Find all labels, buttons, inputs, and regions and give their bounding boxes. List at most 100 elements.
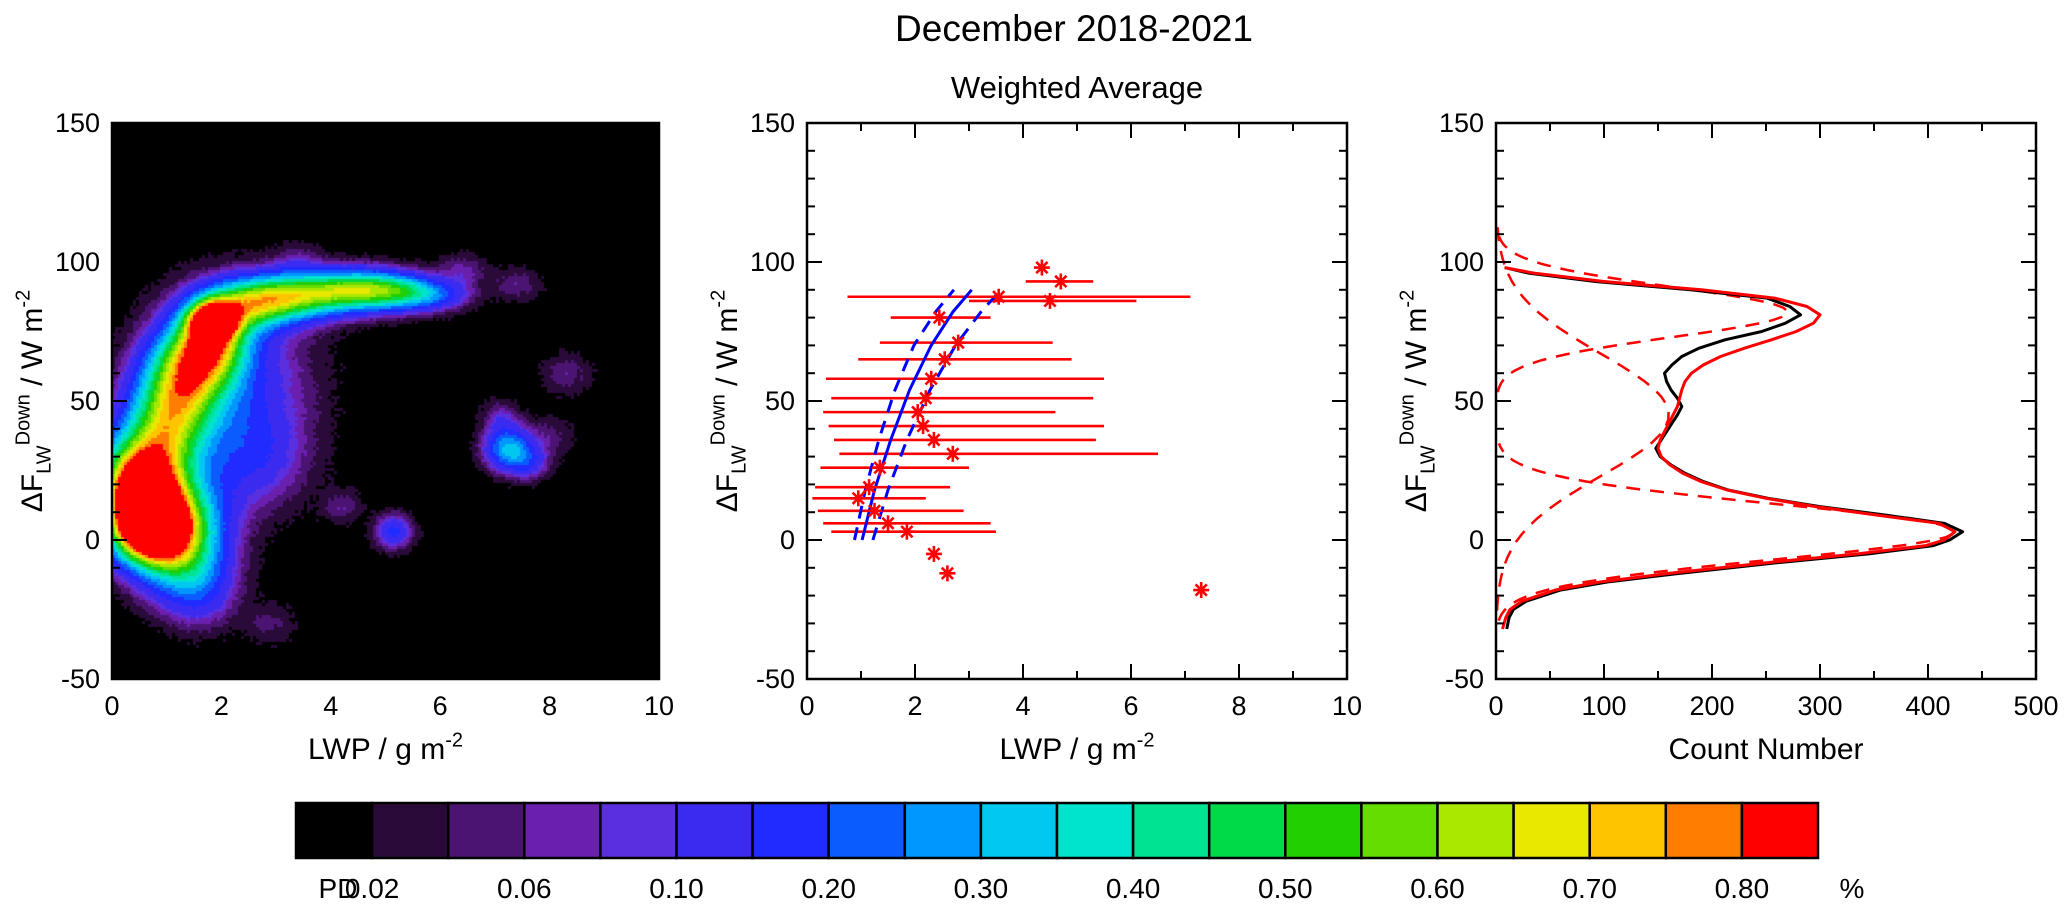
weighted-average-x-tick-label: 10 <box>1332 691 1362 721</box>
colorbar-cell <box>903 801 983 860</box>
colorbar-tick-label: 0.30 <box>954 873 1009 904</box>
asterisk-marker <box>880 515 896 532</box>
colorbar-cell <box>370 801 450 860</box>
asterisk-marker <box>939 565 956 582</box>
asterisk-marker <box>909 404 926 421</box>
colorbar: PD0.02 0.06 0.10 0.20 0.30 0.40 0.50 0.60 0.70 0.… <box>294 801 1865 904</box>
colorbar-tick-label: 0.80 <box>1715 873 1770 904</box>
fit-upper-bound-curve <box>871 294 998 541</box>
colorbar-cell <box>1055 801 1135 860</box>
colorbar-cell <box>1436 801 1515 860</box>
density-x-tick-label: 2 <box>214 691 229 721</box>
fit-lower-bound-curve <box>853 288 956 541</box>
histogram-y-tick-label: 150 <box>1439 108 1484 138</box>
density-y-tick-label: 0 <box>85 525 100 555</box>
weighted-average-x-tick-label: 2 <box>907 691 922 721</box>
asterisk-marker <box>990 288 1007 305</box>
gaussian-component-1-line <box>1497 442 1956 622</box>
density-y-tick-label: 150 <box>55 108 100 138</box>
colorbar-tick-label: 0.10 <box>649 873 704 904</box>
asterisk-marker <box>861 479 878 496</box>
weighted-average-x-tick-label: 0 <box>799 691 814 721</box>
histogram-x-tick-label: 400 <box>1905 691 1950 721</box>
colorbar-cell <box>1284 801 1363 860</box>
colorbar-tick-label: 0.70 <box>1562 873 1617 904</box>
density-x-tick-label: 10 <box>644 691 674 721</box>
density-x-tick-label: 6 <box>433 691 448 721</box>
weighted-average-x-axis-label: LWP / g m-2 <box>999 729 1154 766</box>
asterisk-marker <box>931 309 948 326</box>
colorbar-pd-label: PD <box>319 873 358 904</box>
colorbar-cell <box>827 801 907 860</box>
histogram-y-tick-label: -50 <box>1445 664 1484 694</box>
colorbar-cell <box>1664 801 1744 860</box>
density-x-tick-label: 8 <box>542 691 557 721</box>
observed-counts-line <box>1504 266 1965 630</box>
gaussian-fit-total-line <box>1501 266 1957 630</box>
histogram-x-axis-label: Count Number <box>1668 733 1863 766</box>
colorbar-cell <box>1360 801 1439 860</box>
colorbar-cell <box>979 801 1059 860</box>
gaussian-component-3-line <box>1496 232 1789 393</box>
colorbar-tick-label: 0.50 <box>1258 873 1313 904</box>
colorbar-cell <box>446 801 526 860</box>
weighted-average-x-tick-label: 4 <box>1015 691 1030 721</box>
asterisk-marker <box>923 370 940 387</box>
weighted-average-panel-title: Weighted Average <box>950 70 1204 105</box>
histogram-y-tick-label: 100 <box>1439 247 1484 277</box>
colorbar-cell <box>1740 801 1820 860</box>
weighted-average-y-axis-label: ΔFLWDown / W m-2 <box>707 290 750 512</box>
asterisk-marker <box>944 445 961 462</box>
asterisk-marker <box>866 502 883 519</box>
asterisk-marker <box>898 523 915 540</box>
colorbar-cell <box>675 801 754 860</box>
weighted-average-y-tick-label: 50 <box>765 386 795 416</box>
asterisk-marker <box>1193 582 1210 599</box>
density-y-tick-label: -50 <box>61 664 100 694</box>
histogram-y-tick-label: 50 <box>1454 386 1484 416</box>
asterisk-marker <box>950 334 967 351</box>
asterisk-marker <box>925 431 942 448</box>
weighted-average-x-tick-label: 6 <box>1123 691 1138 721</box>
colorbar-percent-label: % <box>1840 873 1865 904</box>
fit-solid-curve <box>860 288 973 541</box>
colorbar-cell <box>751 801 830 860</box>
figure-title: December 2018-2021 <box>895 8 1253 49</box>
gaussian-component-2-line <box>1495 220 1670 611</box>
count-histogram-plot <box>1495 220 1965 630</box>
histogram-y-tick-label: 0 <box>1469 525 1484 555</box>
colorbar-cell <box>599 801 678 860</box>
density-x-tick-label: 0 <box>104 691 119 721</box>
histogram-x-tick-label: 0 <box>1488 691 1503 721</box>
density-y-axis-label: ΔFLWDown / W m-2 <box>12 290 55 512</box>
weighted-average-y-tick-label: -50 <box>756 664 795 694</box>
weighted-average-y-tick-label: 100 <box>750 247 795 277</box>
weighted-average-y-tick-label: 0 <box>780 525 795 555</box>
colorbar-tick-label: 0.20 <box>801 873 856 904</box>
density-y-tick-label: 50 <box>70 386 100 416</box>
density-x-tick-label: 4 <box>323 691 338 721</box>
weighted-average-plot <box>812 259 1210 599</box>
histogram-x-tick-label: 100 <box>1581 691 1626 721</box>
colorbar-tick-label: 0.40 <box>1106 873 1161 904</box>
histogram-y-axis-label: ΔFLWDown / W m-2 <box>1396 290 1439 512</box>
density-x-axis-label: LWP / g m-2 <box>308 729 463 766</box>
histogram-x-tick-label: 300 <box>1797 691 1842 721</box>
asterisk-marker <box>871 459 888 476</box>
histogram-x-tick-label: 500 <box>2013 691 2058 721</box>
asterisk-marker <box>850 490 867 507</box>
density-y-tick-label: 100 <box>55 247 100 277</box>
asterisk-marker <box>925 545 942 562</box>
asterisk-marker <box>917 390 934 407</box>
asterisk-marker <box>1033 259 1050 276</box>
colorbar-tick-label: 0.02 <box>345 873 400 904</box>
colorbar-tick-label: 0.06 <box>497 873 552 904</box>
colorbar-cell <box>1207 801 1287 860</box>
asterisk-marker <box>1052 273 1069 290</box>
colorbar-tick-label: 0.60 <box>1410 873 1465 904</box>
